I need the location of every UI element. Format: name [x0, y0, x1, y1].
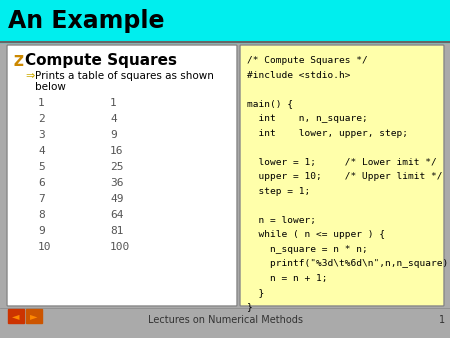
Bar [26, 309, 42, 323]
Bar [8, 309, 24, 323]
Text: 8: 8 [38, 210, 45, 220]
Text: ⇒: ⇒ [25, 71, 34, 81]
Text: 7: 7 [38, 194, 45, 204]
Text: printf("%3d\t%6d\n",n,n_square);: printf("%3d\t%6d\n",n,n_square); [247, 259, 450, 268]
Text: 9: 9 [110, 130, 117, 140]
Text: 36: 36 [110, 178, 123, 188]
Text: 2: 2 [38, 114, 45, 124]
Text: step = 1;: step = 1; [247, 187, 310, 195]
Text: Prints a table of squares as shown: Prints a table of squares as shown [35, 71, 214, 81]
Text: 4: 4 [38, 146, 45, 156]
Text: 16: 16 [110, 146, 123, 156]
Text: /* Compute Squares */: /* Compute Squares */ [247, 56, 368, 65]
Text: 81: 81 [110, 226, 123, 236]
Text: Lectures on Numerical Methods: Lectures on Numerical Methods [148, 315, 302, 325]
Text: 6: 6 [38, 178, 45, 188]
Text: n_square = n * n;: n_square = n * n; [247, 244, 368, 254]
Text: 49: 49 [110, 194, 123, 204]
Text: 100: 100 [110, 242, 130, 252]
Text: int    lower, upper, step;: int lower, upper, step; [247, 128, 408, 138]
Text: ►: ► [30, 311, 38, 321]
Text: upper = 10;    /* Upper limit */: upper = 10; /* Upper limit */ [247, 172, 442, 181]
Text: n = n + 1;: n = n + 1; [247, 273, 328, 283]
Text: while ( n <= upper ) {: while ( n <= upper ) { [247, 230, 385, 239]
FancyBboxPatch shape [7, 45, 237, 306]
Text: z: z [13, 50, 25, 70]
Text: 25: 25 [110, 162, 123, 172]
Text: 3: 3 [38, 130, 45, 140]
Text: 4: 4 [110, 114, 117, 124]
Text: 1: 1 [110, 98, 117, 108]
Text: ◄: ◄ [12, 311, 20, 321]
Text: lower = 1;     /* Lower imit */: lower = 1; /* Lower imit */ [247, 158, 437, 167]
Text: main() {: main() { [247, 99, 293, 108]
Text: #include <stdio.h>: #include <stdio.h> [247, 71, 351, 79]
Text: 64: 64 [110, 210, 123, 220]
Text: 1: 1 [439, 315, 445, 325]
Text: 10: 10 [38, 242, 51, 252]
Text: int    n, n_square;: int n, n_square; [247, 114, 368, 123]
Text: n = lower;: n = lower; [247, 216, 316, 224]
Text: below: below [35, 82, 66, 92]
Text: Compute Squares: Compute Squares [25, 52, 177, 68]
Text: }: } [247, 303, 253, 312]
Text: 1: 1 [38, 98, 45, 108]
Text: An Example: An Example [8, 9, 165, 33]
Text: 5: 5 [38, 162, 45, 172]
FancyBboxPatch shape [240, 45, 444, 306]
Text: 9: 9 [38, 226, 45, 236]
Text: }: } [247, 288, 264, 297]
Bar [0, 0, 450, 42]
